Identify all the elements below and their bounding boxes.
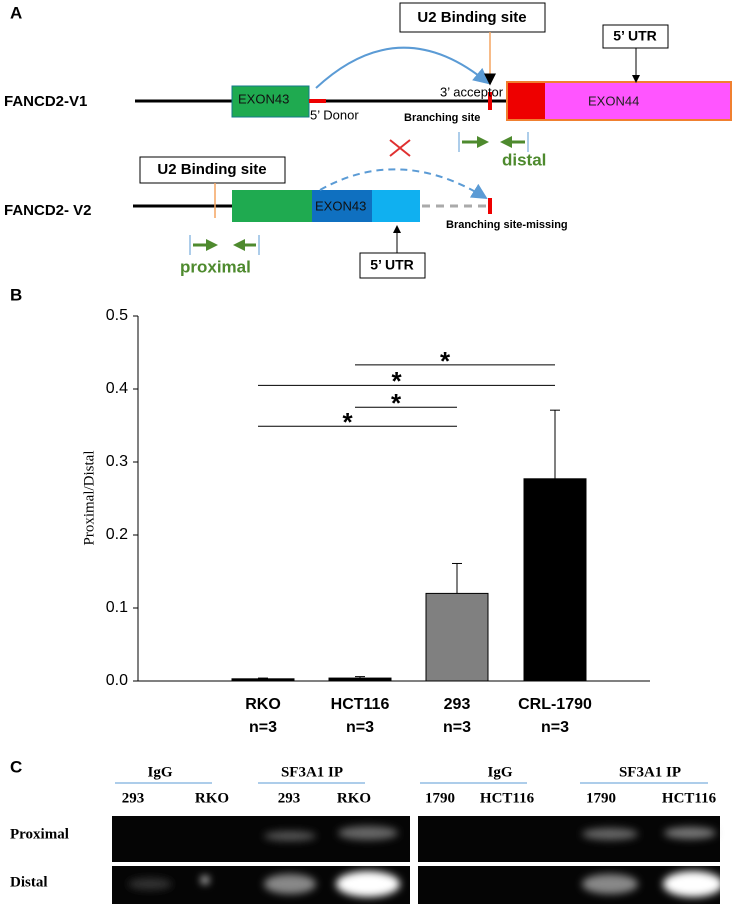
exon-label: EXON44 [588, 93, 639, 108]
exon-part [508, 83, 545, 119]
label-box [359, 252, 426, 279]
label-box [399, 2, 546, 33]
bar [425, 592, 489, 682]
bar [328, 677, 392, 682]
y-axis-label: Proximal/Distal [81, 451, 97, 546]
site-label: 3’ acceptor [440, 84, 504, 99]
lane-label: 293 [278, 790, 301, 806]
n-label: n=3 [443, 719, 471, 736]
group-label: SF3A1 IP [619, 764, 681, 780]
lane-label: HCT116 [662, 790, 717, 806]
lane-label: 293 [122, 790, 145, 806]
exon [232, 190, 312, 222]
lane-label: RKO [337, 790, 371, 806]
panel-label: B [10, 285, 22, 304]
primer-label: distal [502, 150, 546, 169]
u2-label: U2 Binding site [417, 9, 526, 26]
panel-a: A FANCD2-V1 EXON43 U2 Binding site EXON4… [4, 2, 732, 279]
lane-label: RKO [195, 790, 229, 806]
lane-label: 1790 [425, 790, 455, 806]
transcript-name: FANCD2-V1 [4, 93, 87, 110]
significance-star: * [391, 388, 402, 418]
group-label: SF3A1 IP [281, 764, 343, 780]
x-tick-label: HCT116 [331, 696, 390, 713]
y-tick-label: 0.4 [106, 380, 128, 397]
x-tick-label: 293 [444, 696, 471, 713]
lane-label: HCT116 [480, 790, 535, 806]
x-tick-label: RKO [245, 696, 281, 713]
group-label: IgG [487, 764, 512, 780]
n-label: n=3 [541, 719, 569, 736]
exon-part [372, 190, 420, 222]
y-tick-label: 0.1 [106, 599, 128, 616]
exon-label: EXON43 [315, 198, 366, 213]
row-label: Distal [10, 874, 48, 890]
panel-b: B Proximal/Distal 0.0 0.1 0.2 0.3 0.4 0.5 RKO n… [10, 285, 650, 736]
exon-part [312, 190, 372, 222]
panel-label: C [10, 757, 22, 776]
group-label: IgG [147, 764, 172, 780]
exon-label: EXON43 [238, 91, 289, 106]
utr-label: 5’ UTR [370, 257, 414, 273]
row-label: Proximal [10, 826, 69, 842]
site-label: Branching site [404, 112, 480, 124]
panel-label: A [10, 3, 22, 22]
transcript-name: FANCD2- V2 [4, 202, 92, 219]
panel-c: C Proximal Distal IgG SF3A1 IP IgG SF3A1… [10, 757, 723, 904]
significance-star: * [440, 346, 451, 376]
site-label: 5’ Donor [310, 107, 359, 122]
y-tick-label: 0.0 [106, 672, 128, 689]
x-tick-label: CRL-1790 [518, 696, 592, 713]
bar [523, 478, 587, 682]
splice-arc [315, 46, 490, 89]
n-label: n=3 [346, 719, 374, 736]
label-box [139, 156, 286, 184]
gel [418, 816, 720, 862]
u2-label: U2 Binding site [157, 161, 266, 178]
cross [389, 139, 411, 157]
bands [128, 826, 723, 897]
y-tick-label: 0.5 [106, 307, 128, 324]
y-tick-label: 0.2 [106, 526, 128, 543]
lane-label: 1790 [586, 790, 616, 806]
significance-star: * [342, 407, 353, 437]
primer-label: proximal [180, 257, 251, 276]
bar [231, 678, 295, 682]
n-label: n=3 [249, 719, 277, 736]
significance-star: * [391, 366, 402, 396]
y-tick-label: 0.3 [106, 453, 128, 470]
utr-label: 5’ UTR [613, 28, 657, 44]
site-label: Branching site-missing [446, 219, 568, 231]
splice-arc [319, 168, 488, 200]
